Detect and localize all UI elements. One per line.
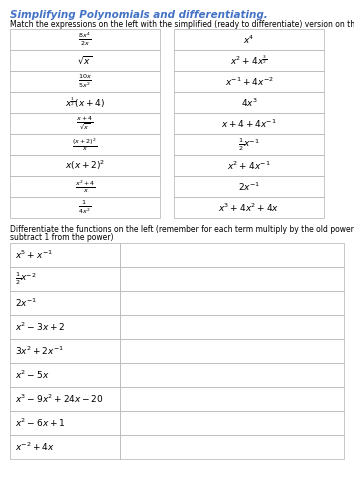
Bar [10,71,160,92]
Bar [120,363,344,387]
Bar [10,29,160,50]
Bar [10,197,160,218]
Text: $x^2+4x^{\frac{3}{2}}$: $x^2+4x^{\frac{3}{2}}$ [230,54,268,67]
Text: $\frac{1}{4x^2}$: $\frac{1}{4x^2}$ [79,198,91,216]
Bar [10,411,120,435]
Bar [120,387,344,411]
Text: Differentiate the functions on the left (remember for each term multiply by the : Differentiate the functions on the left … [10,225,354,234]
Bar [174,197,324,218]
Text: $x^5+x^{-1}$: $x^5+x^{-1}$ [15,249,53,261]
Bar [10,155,160,176]
Bar [10,267,120,291]
Text: Match the expressions on the left with the simplified (ready to differentiate) v: Match the expressions on the left with t… [10,20,354,29]
Bar [174,92,324,113]
Text: $\frac{x^2+4}{x}$: $\frac{x^2+4}{x}$ [75,178,96,194]
Bar [120,291,344,315]
Text: $x^2-6x+1$: $x^2-6x+1$ [15,417,65,429]
Bar [10,363,120,387]
Bar [174,71,324,92]
Text: $x^{-2}+4x$: $x^{-2}+4x$ [15,441,55,453]
Bar [10,50,160,71]
Text: $x^2-5x$: $x^2-5x$ [15,369,50,381]
Text: $x^2-3x+2$: $x^2-3x+2$ [15,321,65,333]
Text: $x+4+4x^{-1}$: $x+4+4x^{-1}$ [221,118,277,130]
Bar [10,315,120,339]
Bar [10,176,160,197]
Bar [174,155,324,176]
Bar [174,176,324,197]
Bar [10,243,120,267]
Text: $x^2+4x^{-1}$: $x^2+4x^{-1}$ [227,160,271,172]
Text: $\sqrt{x}$: $\sqrt{x}$ [77,54,93,66]
Text: $\frac{x+4}{\sqrt{x}}$: $\frac{x+4}{\sqrt{x}}$ [76,114,94,132]
Text: $2x^{-1}$: $2x^{-1}$ [15,297,37,309]
Text: $x^3+4x^2+4x$: $x^3+4x^2+4x$ [218,202,280,213]
Bar [120,243,344,267]
Text: $\frac{1}{2}x^{-1}$: $\frac{1}{2}x^{-1}$ [238,136,260,153]
Bar [10,134,160,155]
Text: $x^4$: $x^4$ [243,34,255,46]
Bar [174,29,324,50]
Bar [10,339,120,363]
Bar [120,435,344,459]
Bar [10,291,120,315]
Text: $x(x+2)^2$: $x(x+2)^2$ [65,159,105,172]
Bar [10,435,120,459]
Text: $x^3-9x^2+24x-20$: $x^3-9x^2+24x-20$ [15,393,104,405]
Bar [174,113,324,134]
Bar [10,387,120,411]
Text: $\frac{(x+2)^2}{x}$: $\frac{(x+2)^2}{x}$ [72,136,98,153]
Bar [120,339,344,363]
Bar [120,411,344,435]
Bar [174,50,324,71]
Text: $x^{\frac{1}{2}}(x+4)$: $x^{\frac{1}{2}}(x+4)$ [65,96,105,110]
Bar [120,315,344,339]
Text: Simplifying Polynomials and differentiating.: Simplifying Polynomials and differentiat… [10,10,268,20]
Bar [10,92,160,113]
Text: $\frac{10x}{5x^2}$: $\frac{10x}{5x^2}$ [78,72,92,90]
Bar [174,134,324,155]
Text: $\frac{8x^4}{2x}$: $\frac{8x^4}{2x}$ [79,30,91,48]
Text: $\frac{1}{2}x^{-2}$: $\frac{1}{2}x^{-2}$ [15,270,36,287]
Text: $2x^{-1}$: $2x^{-1}$ [238,180,260,192]
Text: $3x^2+2x^{-1}$: $3x^2+2x^{-1}$ [15,345,64,357]
Bar [10,113,160,134]
Text: subtract 1 from the power): subtract 1 from the power) [10,233,114,242]
Text: $4x^3$: $4x^3$ [240,96,257,108]
Bar [120,267,344,291]
Text: $x^{-1}+4x^{-2}$: $x^{-1}+4x^{-2}$ [225,76,273,88]
